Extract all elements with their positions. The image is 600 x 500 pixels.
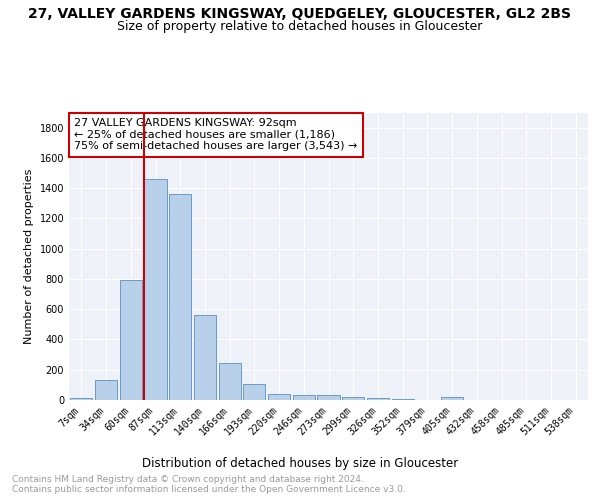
Bar	[317, 396, 340, 400]
Bar	[441, 398, 463, 400]
Text: 27, VALLEY GARDENS KINGSWAY, QUEDGELEY, GLOUCESTER, GL2 2BS: 27, VALLEY GARDENS KINGSWAY, QUEDGELEY, …	[29, 8, 571, 22]
Text: Contains HM Land Registry data © Crown copyright and database right 2024.
Contai: Contains HM Land Registry data © Crown c…	[12, 475, 406, 494]
Bar	[243, 384, 265, 400]
Bar	[145, 179, 167, 400]
Text: Distribution of detached houses by size in Gloucester: Distribution of detached houses by size …	[142, 458, 458, 470]
Bar	[119, 280, 142, 400]
Bar	[169, 194, 191, 400]
Bar	[367, 398, 389, 400]
Bar	[194, 314, 216, 400]
Y-axis label: Number of detached properties: Number of detached properties	[24, 168, 34, 344]
Bar	[268, 394, 290, 400]
Bar	[218, 363, 241, 400]
Bar	[293, 396, 315, 400]
Text: 27 VALLEY GARDENS KINGSWAY: 92sqm
← 25% of detached houses are smaller (1,186)
7: 27 VALLEY GARDENS KINGSWAY: 92sqm ← 25% …	[74, 118, 358, 152]
Bar	[95, 380, 117, 400]
Bar	[392, 399, 414, 400]
Bar	[70, 398, 92, 400]
Bar	[342, 398, 364, 400]
Text: Size of property relative to detached houses in Gloucester: Size of property relative to detached ho…	[118, 20, 482, 33]
